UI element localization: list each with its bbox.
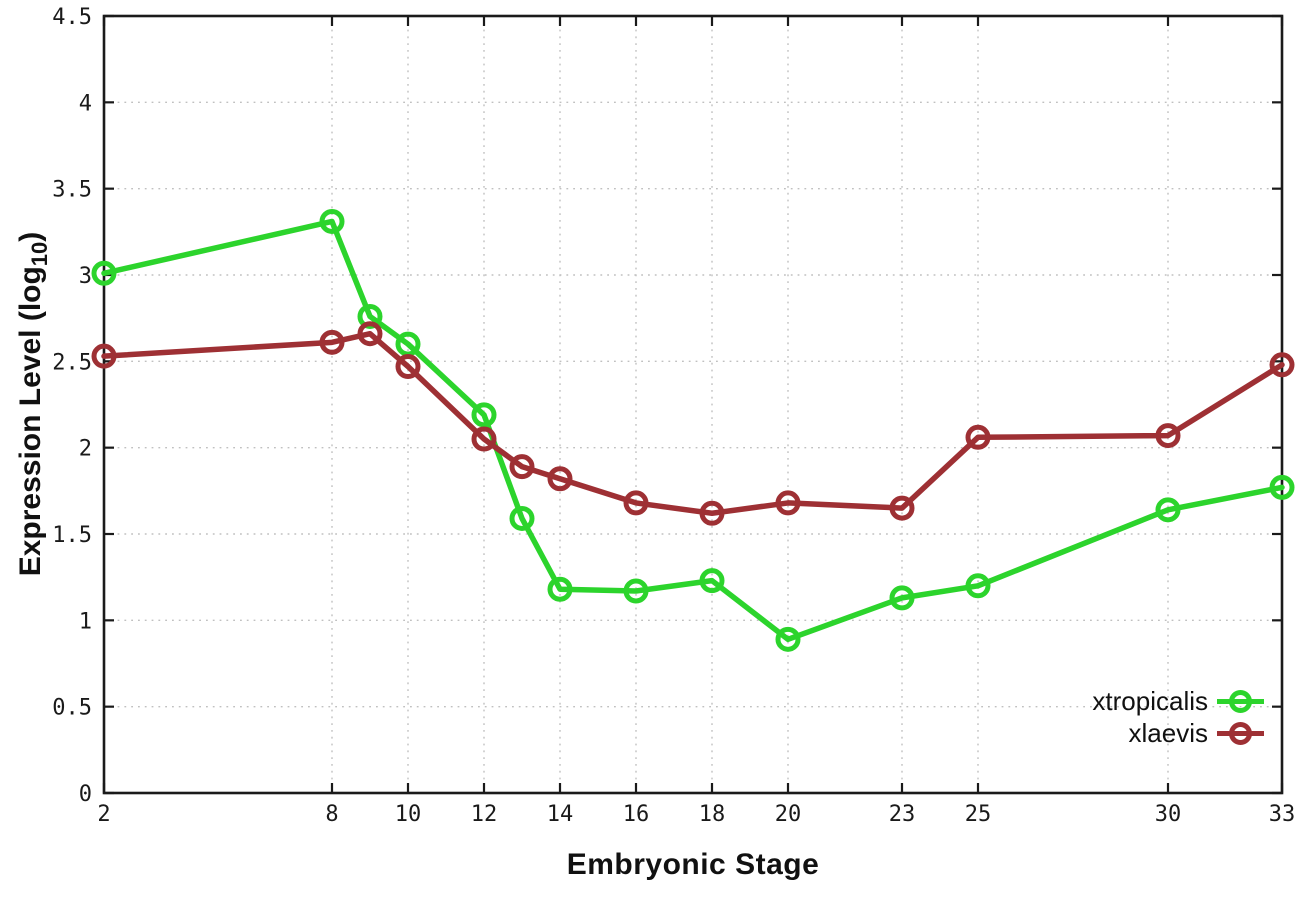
y-tick-label: 1.5: [52, 523, 92, 548]
data-point-xtropicalis-stage-25: [965, 573, 991, 599]
plot-border: [102, 14, 1284, 795]
y-tick-label: 2.5: [52, 350, 92, 375]
data-point-xtropicalis-stage-14: [547, 576, 573, 602]
data-point-xtropicalis-stage-18: [699, 568, 725, 594]
legend-circle-marker-icon: [1229, 721, 1252, 745]
x-tick-label: 18: [699, 802, 726, 827]
data-point-xlaevis-stage-8: [319, 329, 345, 355]
legend-circle-marker-icon: [1229, 689, 1252, 713]
data-point-xtropicalis-stage-12: [471, 402, 497, 428]
data-point-xtropicalis-stage-23: [889, 585, 915, 611]
series-line-xtropicalis: [101, 218, 1285, 643]
legend-label-xtropicalis: xtropicalis: [1092, 686, 1208, 716]
legend-entry-xtropicalis: xtropicalis: [1092, 685, 1264, 717]
data-point-xtropicalis-stage-13: [509, 505, 535, 531]
x-tick-label: 23: [889, 802, 916, 827]
data-point-xtropicalis-stage-30: [1155, 497, 1181, 523]
y-tick-label: 4: [79, 91, 92, 116]
data-point-xtropicalis-stage-16: [623, 578, 649, 604]
data-point-xtropicalis-stage-2: [91, 260, 117, 286]
data-point-xlaevis-stage-2: [91, 343, 117, 369]
data-point-xlaevis-stage-13: [509, 454, 535, 480]
x-tick-label: 10: [395, 802, 422, 827]
data-point-xlaevis-stage-10: [395, 354, 421, 380]
y-axis-title: Expression Level (log10): [14, 232, 52, 577]
data-point-xlaevis-stage-16: [623, 490, 649, 516]
data-point-xtropicalis-stage-9: [357, 303, 383, 329]
x-tick-label: 2: [97, 802, 110, 827]
x-tick-label: 20: [775, 802, 802, 827]
x-axis-title: Embryonic Stage: [566, 848, 820, 881]
data-point-xlaevis-stage-25: [965, 424, 991, 450]
x-tick-label: 16: [623, 802, 650, 827]
data-point-xlaevis-stage-20: [775, 490, 801, 516]
data-point-xlaevis-stage-33: [1269, 352, 1295, 378]
data-point-xlaevis-stage-12: [471, 426, 497, 452]
x-tick-label: 30: [1155, 802, 1182, 827]
x-tick-label: 25: [965, 802, 992, 827]
data-point-xlaevis-stage-9: [357, 321, 383, 347]
data-point-xtropicalis-stage-20: [775, 626, 801, 652]
x-tick-label: 33: [1269, 802, 1296, 827]
legend: xtropicalis xlaevis: [1092, 685, 1264, 749]
data-point-xlaevis-stage-18: [699, 500, 725, 526]
legend-entry-xlaevis: xlaevis: [1092, 717, 1264, 749]
x-tick-label: 14: [547, 802, 574, 827]
y-tick-label: 0: [79, 782, 92, 807]
data-point-xtropicalis-stage-8: [319, 208, 345, 234]
legend-marker-xtropicalis: [1217, 689, 1264, 713]
y-tick-label: 3.5: [52, 178, 92, 203]
y-tick-label: 4.5: [52, 5, 92, 30]
y-tick-label: 2: [79, 437, 92, 462]
legend-label-xlaevis: xlaevis: [1128, 718, 1208, 748]
y-tick-label: 3: [79, 264, 92, 289]
y-tick-label: 0.5: [52, 696, 92, 721]
y-tick-label: 1: [79, 609, 92, 634]
x-tick-label: 12: [471, 802, 498, 827]
data-point-xlaevis-stage-23: [889, 495, 915, 521]
data-point-xlaevis-stage-14: [547, 466, 573, 492]
data-point-xtropicalis-stage-33: [1269, 474, 1295, 500]
data-point-xlaevis-stage-30: [1155, 423, 1181, 449]
legend-marker-xlaevis: [1217, 721, 1264, 745]
x-tick-label: 8: [325, 802, 338, 827]
